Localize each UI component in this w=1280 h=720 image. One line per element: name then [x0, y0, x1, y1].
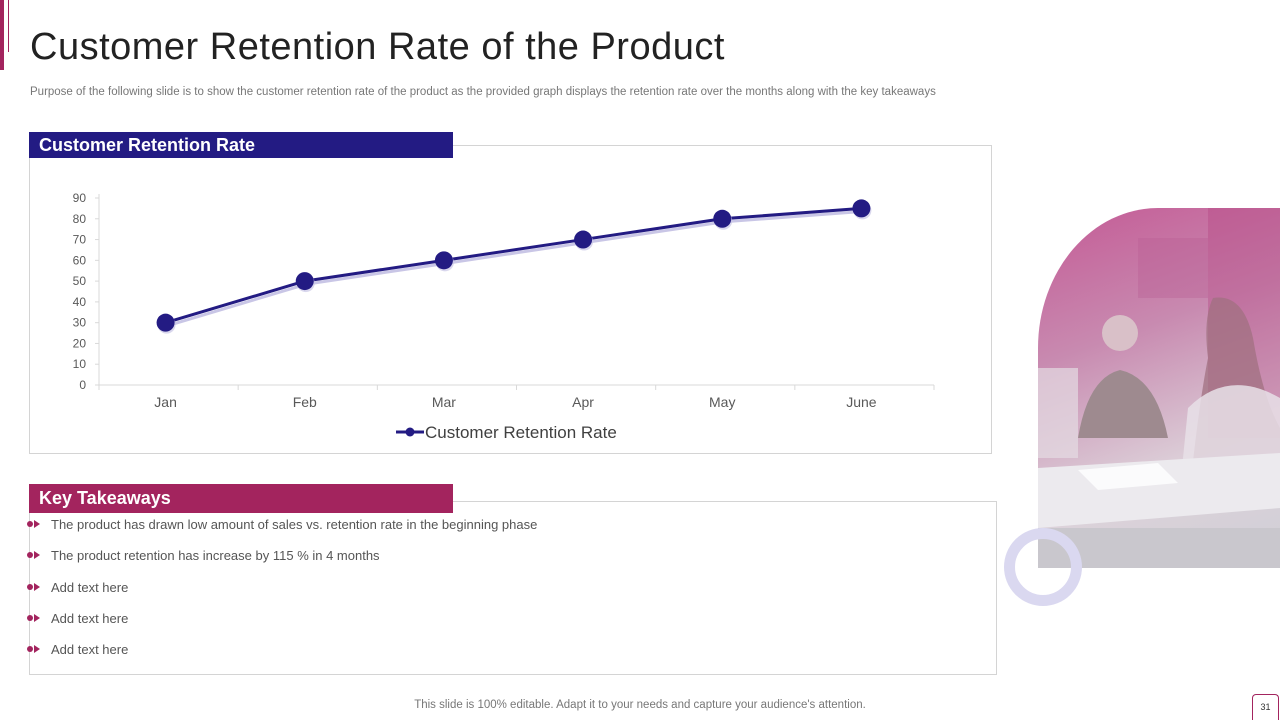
slide-footer: This slide is 100% editable. Adapt it to… — [414, 699, 866, 711]
y-tick-label: 10 — [73, 357, 87, 371]
chart-panel — [29, 145, 992, 454]
y-tick-label: 80 — [73, 212, 87, 226]
x-axis: Jan Feb Mar Apr May June — [98, 384, 935, 410]
takeaways-list: The product has drawn low amount of sale… — [26, 516, 537, 672]
bullet-arrow-icon — [26, 580, 48, 594]
legend-marker — [405, 427, 415, 437]
series-line — [165, 206, 862, 325]
bullet-arrow-icon — [26, 517, 48, 531]
takeaway-text[interactable]: Add text here — [51, 610, 129, 626]
takeaway-item: The product has drawn low amount of sale… — [26, 516, 537, 547]
y-tick-label: 30 — [73, 316, 87, 330]
series-line-shadow — [167, 209, 864, 328]
team-photo — [1038, 208, 1280, 568]
title-accent-line — [8, 0, 9, 52]
page-number: 31 — [1252, 694, 1279, 720]
chart-legend: Customer Retention Rate — [396, 423, 617, 442]
takeaway-text[interactable]: Add text here — [51, 642, 129, 658]
data-point — [295, 272, 314, 291]
x-tick-label: Apr — [572, 394, 594, 410]
x-tick-label: Feb — [293, 394, 317, 410]
y-tick-label: 70 — [73, 233, 87, 247]
y-tick-label: 20 — [73, 336, 87, 350]
takeaways-header: Key Takeaways — [29, 484, 453, 513]
y-axis: 0 10 20 30 40 50 60 70 80 90 — [73, 191, 100, 392]
legend-label: Customer Retention Rate — [425, 423, 617, 442]
x-tick-label: June — [846, 394, 877, 410]
photo-illustration — [1038, 208, 1280, 568]
x-tick-label: May — [709, 394, 735, 410]
decorative-ring — [1004, 528, 1082, 606]
takeaway-item: The product retention has increase by 11… — [26, 547, 537, 578]
data-point — [434, 251, 453, 270]
chart-series — [156, 199, 872, 334]
takeaway-item: Add text here — [26, 579, 537, 610]
y-tick-label: 90 — [73, 191, 87, 205]
y-tick-label: 60 — [73, 253, 87, 267]
x-tick-label: Mar — [432, 394, 456, 410]
page-title: Customer Retention Rate of the Product — [30, 26, 725, 68]
data-point — [852, 199, 871, 218]
bullet-arrow-icon — [26, 611, 48, 625]
x-tick-label: Jan — [154, 394, 177, 410]
data-point — [713, 209, 732, 228]
y-tick-label: 0 — [79, 378, 86, 392]
takeaway-item: Add text here — [26, 610, 537, 641]
takeaway-text[interactable]: The product has drawn low amount of sale… — [51, 517, 538, 532]
takeaway-text[interactable]: The product retention has increase by 11… — [51, 548, 380, 564]
data-point — [156, 313, 175, 332]
chart-section-header: Customer Retention Rate — [29, 132, 453, 158]
data-point — [574, 230, 593, 249]
y-tick-label: 40 — [73, 295, 87, 309]
title-accent-bar — [0, 0, 4, 70]
takeaway-item: Add text here — [26, 641, 537, 672]
bullet-arrow-icon — [26, 548, 48, 562]
takeaway-text[interactable]: Add text here — [51, 579, 129, 595]
page-subtitle: Purpose of the following slide is to sho… — [30, 86, 936, 98]
bullet-arrow-icon — [26, 642, 48, 656]
y-tick-label: 50 — [73, 274, 87, 288]
